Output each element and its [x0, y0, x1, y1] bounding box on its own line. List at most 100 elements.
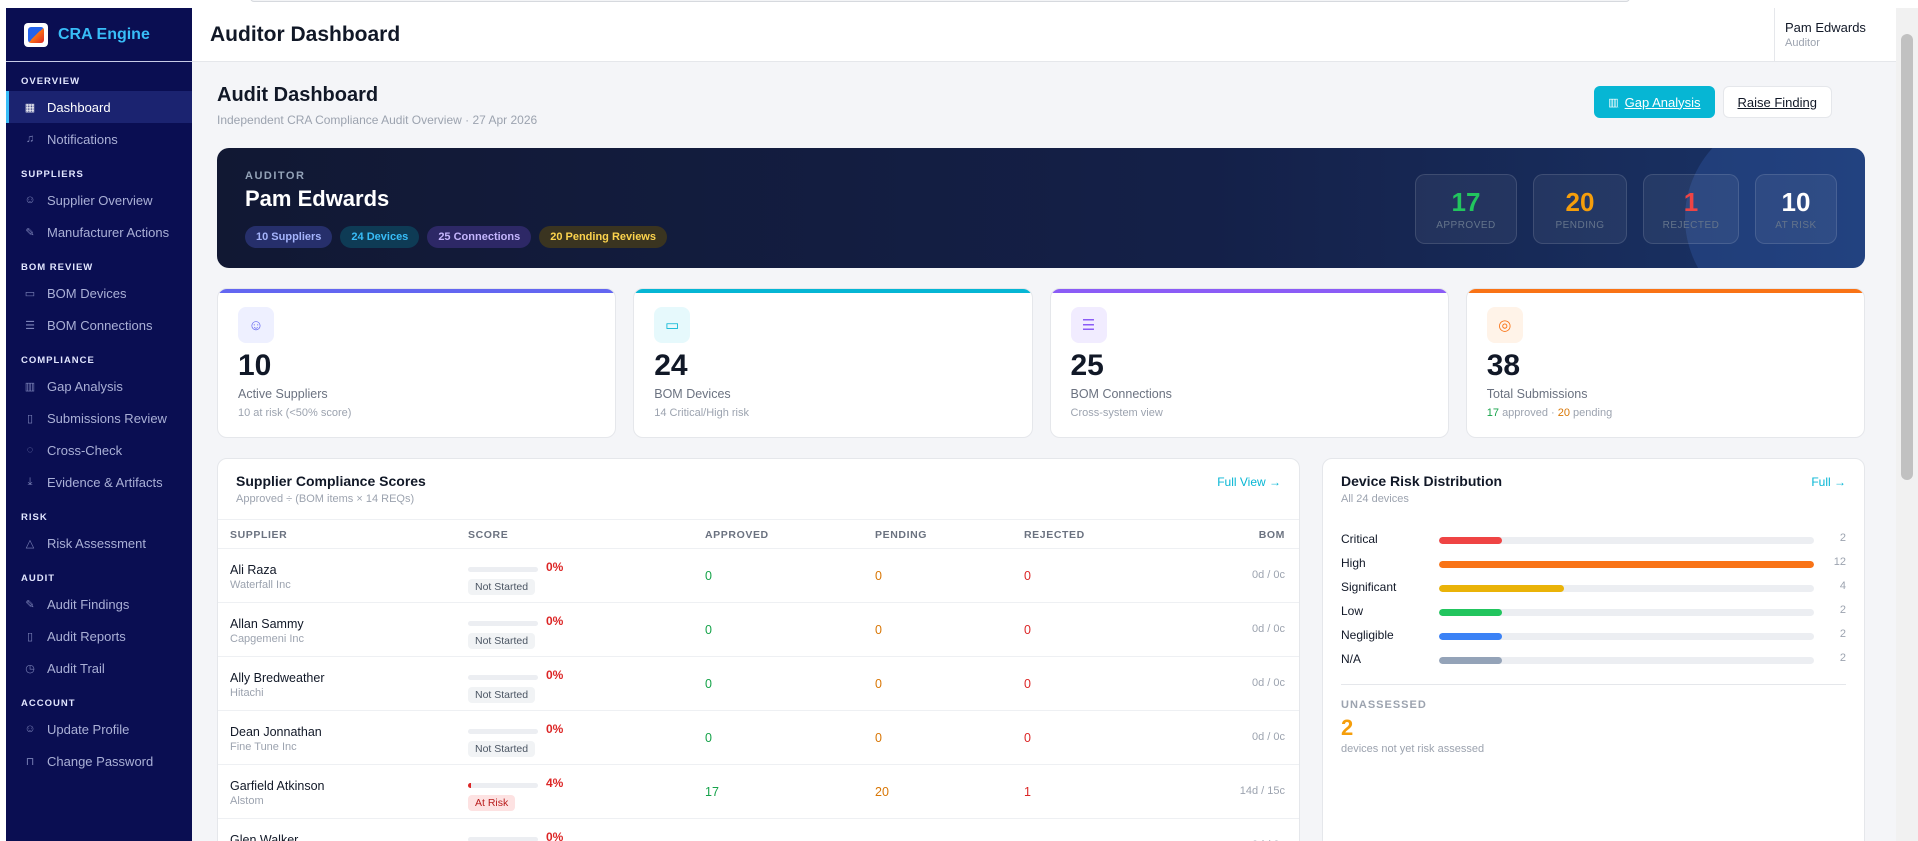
sidebar-item-bom-connections[interactable]: ☰ BOM Connections	[6, 309, 192, 341]
sidebar-item-supplier-overview[interactable]: ☺ Supplier Overview	[6, 184, 192, 216]
stat-pending: 20 PENDING	[1533, 174, 1627, 244]
risk-label: High	[1341, 556, 1366, 570]
card-bom-connections[interactable]: ☰ 25 BOM Connections Cross-system view	[1049, 288, 1449, 438]
card-label: BOM Devices	[654, 387, 731, 401]
card-note: 10 at risk (<50% score)	[238, 407, 352, 419]
approved-count: 0	[705, 839, 712, 841]
full-view-link[interactable]: Full View →	[1217, 475, 1281, 489]
rejected-count: 1	[1024, 785, 1031, 799]
risk-row: Negligible 2	[1341, 627, 1846, 645]
table-row[interactable]: Glen Walker 0% 0 0 0 0d / 0c	[218, 819, 1299, 841]
supplier-name[interactable]: Ally Bredweather	[230, 671, 325, 685]
risk-label: Significant	[1341, 580, 1397, 594]
sidebar-item-label: Gap Analysis	[47, 378, 123, 394]
nav-heading: COMPLIANCE	[21, 355, 95, 366]
gap-analysis-button[interactable]: ▥ Gap Analysis	[1594, 86, 1715, 118]
kpi-cards: ☺ 10 Active Suppliers 10 at risk (<50% s…	[217, 288, 1865, 438]
sidebar-item-label: Update Profile	[47, 721, 130, 737]
note-approved-count: 17	[1486, 407, 1499, 419]
table-row[interactable]: Allan Sammy Capgemeni Inc 0% Not Started 0 0 0…	[218, 603, 1299, 657]
risk-row: High 12	[1341, 555, 1846, 573]
sidebar-item-manufacturer-actions[interactable]: ✎ Manufacturer Actions	[6, 216, 192, 248]
sidebar-item-label: Cross-Check	[47, 442, 123, 458]
col-score[interactable]: SCORE	[468, 529, 509, 541]
sidebar-item-gap-analysis[interactable]: ▥ Gap Analysis	[6, 370, 192, 402]
col-approved[interactable]: APPROVED	[705, 529, 769, 541]
card-total-submissions[interactable]: ◎ 38 Total Submissions 17 approved · 20 …	[1465, 288, 1865, 438]
sidebar-item-risk-assessment[interactable]: △ Risk Assessment	[6, 527, 192, 559]
document-icon: ▯	[26, 630, 34, 643]
risk-bar-fill	[1439, 585, 1564, 592]
bell-icon: ♫	[25, 133, 35, 145]
stat-approved: 17 APPROVED	[1415, 174, 1517, 244]
pending-count: 0	[875, 839, 882, 841]
page-actions: ▥ Gap Analysis Raise Finding	[1594, 86, 1832, 118]
table-row[interactable]: Ali Raza Waterfall Inc 0% Not Started 0 0 0 0d …	[218, 549, 1299, 603]
approved-count: 0	[705, 731, 712, 745]
hero-glow	[1685, 148, 1865, 268]
columns-icon: ▥	[24, 380, 36, 393]
topbar: Auditor Dashboard Pam Edwards Auditor	[192, 8, 1896, 62]
approved-count: 17	[705, 785, 719, 799]
sidebar-item-audit-findings[interactable]: ✎ Audit Findings	[6, 588, 192, 620]
col-supplier[interactable]: SUPPLIER	[230, 529, 288, 541]
sidebar-item-bom-devices[interactable]: ▭ BOM Devices	[6, 277, 192, 309]
app-name: CRA Engine	[58, 25, 150, 43]
sidebar-item-change-password[interactable]: ⊓ Change Password	[6, 745, 192, 777]
sidebar-item-update-profile[interactable]: ☺ Update Profile	[6, 713, 192, 745]
device-risk-panel: Device Risk Distribution All 24 devices …	[1322, 458, 1865, 841]
full-link[interactable]: Full →	[1811, 475, 1846, 489]
risk-count: 2	[1839, 604, 1846, 616]
sidebar-item-evidence-artifacts[interactable]: ⤓ Evidence & Artifacts	[6, 466, 192, 498]
sidebar-item-label: Submissions Review	[47, 410, 167, 426]
panel-subtitle: All 24 devices	[1341, 493, 1409, 505]
card-accent-bar	[634, 289, 1032, 293]
risk-row: N/A 2	[1341, 651, 1846, 669]
user-menu[interactable]: Pam Edwards Auditor	[1774, 8, 1896, 62]
supplier-name[interactable]: Dean Jonnathan	[230, 725, 322, 739]
grid-icon: ▦	[24, 101, 36, 114]
nav-section: OVERVIEW ▦ Dashboard ♫ Notifications	[6, 76, 192, 155]
col-rejected[interactable]: REJECTED	[1024, 529, 1085, 541]
raise-finding-button[interactable]: Raise Finding	[1722, 86, 1832, 118]
card-label: BOM Connections	[1070, 387, 1172, 401]
main-content: Audit Dashboard Independent CRA Complian…	[192, 62, 1896, 841]
supplier-company: Fine Tune Inc	[230, 741, 297, 753]
stat-pending-label: PENDING	[1555, 220, 1605, 231]
sidebar-item-submissions-review[interactable]: ▯ Submissions Review	[6, 402, 192, 434]
supplier-name[interactable]: Allan Sammy	[230, 617, 304, 631]
risk-bar-fill	[1439, 537, 1502, 544]
scrollbar-thumb[interactable]	[1901, 34, 1913, 480]
sidebar-item-cross-check[interactable]: ◌ Cross-Check	[6, 434, 192, 466]
brand[interactable]: CRA Engine	[6, 8, 192, 62]
sidebar-item-audit-trail[interactable]: ◷ Audit Trail	[6, 652, 192, 684]
cra-engine-logo-icon	[24, 22, 48, 47]
card-active-suppliers[interactable]: ☺ 10 Active Suppliers 10 at risk (<50% s…	[217, 288, 617, 438]
nav-section: RISK △ Risk Assessment	[6, 512, 192, 559]
table-row[interactable]: Dean Jonnathan Fine Tune Inc 0% Not Started…	[218, 711, 1299, 765]
supplier-name[interactable]: Ali Raza	[230, 563, 277, 577]
table-row[interactable]: Ally Bredweather Hitachi 0% Not Started 0 0 0 0…	[218, 657, 1299, 711]
risk-label: N/A	[1341, 652, 1362, 666]
col-bom[interactable]: BOM	[1258, 529, 1285, 541]
card-bom-devices[interactable]: ▭ 24 BOM Devices 14 Critical/High risk	[633, 288, 1033, 438]
nav-section: SUPPLIERS ☺ Supplier Overview ✎ Manufacturer…	[6, 169, 192, 248]
stat-at-risk-label: AT RISK	[1775, 220, 1817, 231]
rejected-count: 0	[1024, 731, 1031, 745]
sidebar-item-audit-reports[interactable]: ▯ Audit Reports	[6, 620, 192, 652]
page-scrollbar[interactable]	[1896, 8, 1918, 841]
col-pending[interactable]: PENDING	[875, 529, 928, 541]
supplier-name[interactable]: Garfield Atkinson	[230, 779, 325, 793]
risk-row: Critical 2	[1341, 531, 1846, 549]
sidebar-item-label: Notifications	[47, 131, 118, 147]
sidebar-item-label: Evidence & Artifacts	[47, 474, 163, 490]
note-pending-label: pending	[1573, 407, 1613, 419]
risk-count: 12	[1833, 556, 1846, 568]
card-value: 25	[1070, 349, 1104, 382]
address-bar[interactable]	[250, 0, 1630, 2]
sidebar-item-label: Dashboard	[47, 99, 111, 115]
table-row[interactable]: Garfield Atkinson Alstom 4% At Risk 17 20 1 14d…	[218, 765, 1299, 819]
supplier-name[interactable]: Glen Walker	[230, 833, 299, 841]
sidebar-item-dashboard[interactable]: ▦ Dashboard	[6, 91, 192, 123]
sidebar-item-notifications[interactable]: ♫ Notifications	[6, 123, 192, 155]
